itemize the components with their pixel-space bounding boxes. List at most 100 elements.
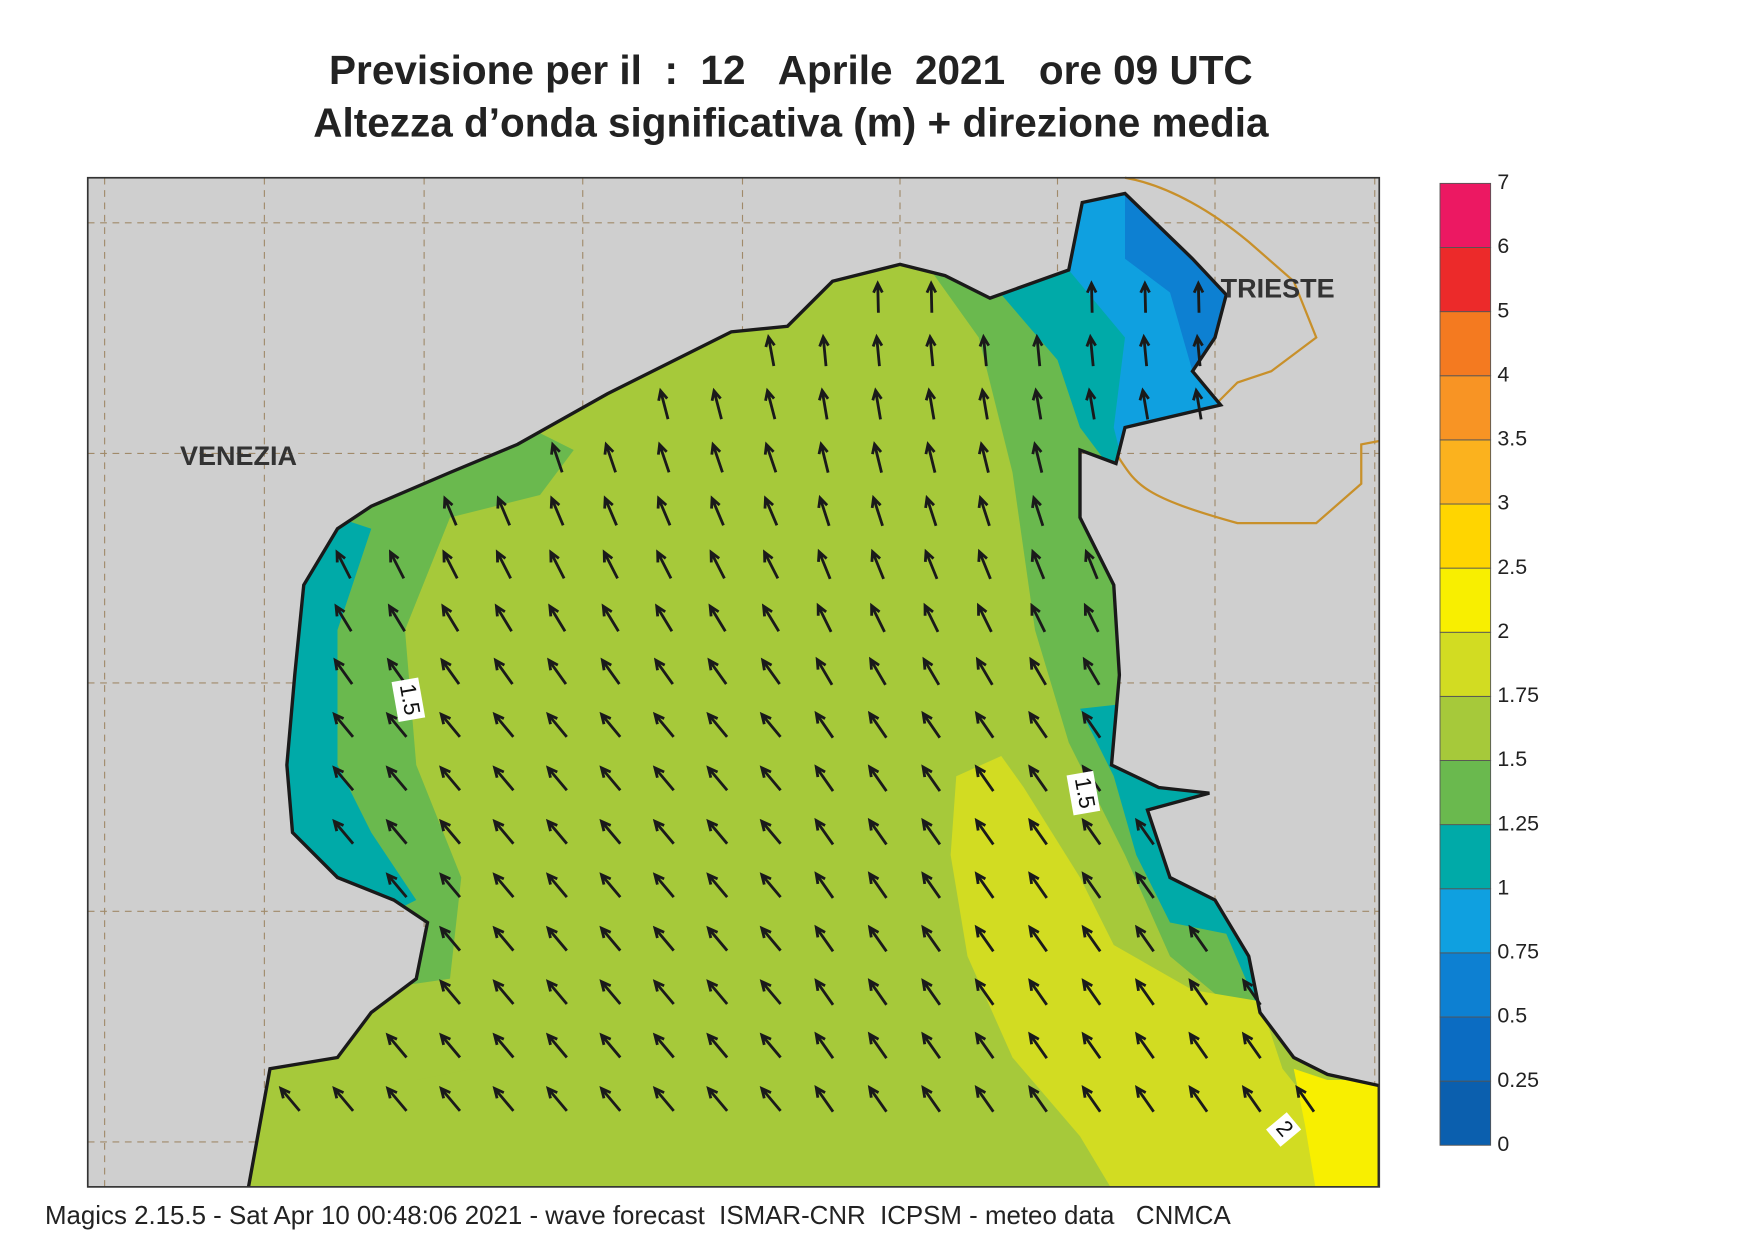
arrow bbox=[385, 872, 408, 899]
arrow bbox=[656, 441, 671, 473]
arrow bbox=[921, 924, 942, 953]
arrow bbox=[601, 603, 620, 632]
arrow bbox=[977, 441, 990, 473]
arrow bbox=[495, 549, 512, 579]
arrow bbox=[814, 924, 835, 953]
border bbox=[1112, 176, 1380, 525]
arrow bbox=[869, 656, 887, 686]
arrow bbox=[1135, 1085, 1155, 1113]
arrow bbox=[335, 549, 352, 579]
contour-label: 1.5 bbox=[1070, 775, 1100, 810]
arrow bbox=[1031, 441, 1044, 473]
arrow bbox=[1135, 978, 1155, 1006]
arrow bbox=[923, 602, 940, 633]
arrow bbox=[974, 978, 995, 1006]
colorbar-box bbox=[1439, 567, 1492, 633]
colorbar-tick-label: 1.25 bbox=[1497, 811, 1539, 835]
arrow bbox=[921, 1031, 942, 1060]
arrow bbox=[1028, 764, 1048, 792]
footer: Magics 2.15.5 - Sat Apr 10 00:48:06 2021… bbox=[45, 1202, 1231, 1230]
arrow bbox=[921, 1085, 942, 1113]
arrow bbox=[814, 1085, 835, 1113]
arrow bbox=[1241, 1085, 1262, 1113]
arrow bbox=[974, 924, 995, 953]
arrow bbox=[1192, 280, 1205, 313]
arrow bbox=[814, 871, 835, 899]
arrow bbox=[871, 333, 884, 367]
arrow bbox=[924, 441, 937, 473]
arrow bbox=[652, 925, 675, 952]
arrow bbox=[545, 925, 568, 952]
colorbar-tick-label: 3 bbox=[1497, 491, 1509, 515]
arrow bbox=[334, 603, 353, 632]
arrow bbox=[1139, 280, 1151, 313]
arrow bbox=[707, 657, 728, 685]
arrow bbox=[1086, 280, 1098, 313]
arrow bbox=[1081, 871, 1102, 899]
arrow bbox=[1188, 1031, 1209, 1060]
arrow bbox=[974, 871, 995, 899]
arrow bbox=[974, 1085, 995, 1113]
arrow bbox=[923, 548, 939, 580]
colorbar-tick-label: 1 bbox=[1497, 875, 1509, 899]
arrow bbox=[1028, 1031, 1048, 1060]
arrow bbox=[1135, 817, 1155, 846]
colorbar-tick-label: 5 bbox=[1497, 298, 1509, 322]
arrow bbox=[867, 1085, 888, 1113]
arrow bbox=[388, 549, 406, 579]
arrow bbox=[652, 711, 675, 738]
arrow bbox=[922, 656, 941, 686]
arrow bbox=[925, 280, 938, 313]
colorbar: 0 0.25 0.5 0.75 1 1.25 1.5 1.75 2 2.5 3 3.5 4 5 6 7 bbox=[1439, 170, 1539, 1156]
arrow bbox=[492, 979, 515, 1005]
colorbar-box bbox=[1439, 375, 1492, 441]
colorbar-tick-label: 0.75 bbox=[1497, 940, 1539, 964]
arrow bbox=[706, 765, 729, 792]
arrow bbox=[545, 765, 568, 792]
arrow bbox=[657, 387, 670, 420]
colorbar-box bbox=[1439, 439, 1492, 505]
colorbar-box bbox=[1439, 182, 1492, 248]
zone bbox=[1293, 1068, 1380, 1187]
arrow bbox=[706, 979, 729, 1005]
arrow bbox=[545, 818, 568, 845]
arrow bbox=[600, 657, 621, 685]
arrow bbox=[1083, 602, 1100, 633]
arrow bbox=[974, 817, 995, 846]
arrow bbox=[387, 603, 406, 632]
arrow bbox=[974, 764, 995, 792]
arrow bbox=[818, 333, 830, 367]
arrow bbox=[492, 818, 515, 845]
arrow bbox=[439, 872, 462, 899]
arrow bbox=[867, 1031, 888, 1060]
arrow bbox=[656, 549, 673, 579]
colorbar-tick-label: 0.5 bbox=[1497, 1004, 1527, 1028]
arrow bbox=[706, 1032, 729, 1059]
arrow bbox=[385, 711, 408, 738]
arrow bbox=[333, 657, 354, 685]
arrow bbox=[1139, 333, 1151, 367]
arrow bbox=[817, 548, 832, 580]
arrow bbox=[1135, 924, 1155, 953]
arrow bbox=[817, 441, 830, 473]
arrow bbox=[492, 872, 515, 899]
arrow bbox=[759, 1032, 782, 1059]
arrow bbox=[975, 656, 994, 686]
arrow bbox=[760, 657, 781, 685]
arrow bbox=[1188, 978, 1209, 1006]
arrow bbox=[815, 656, 834, 686]
arrow bbox=[386, 657, 407, 685]
arrow bbox=[278, 1086, 301, 1112]
colorbar-tick-label: 0 bbox=[1497, 1132, 1509, 1156]
arrow bbox=[709, 549, 726, 579]
arrow bbox=[385, 1086, 408, 1112]
arrow bbox=[332, 818, 355, 845]
arrow bbox=[1081, 817, 1102, 846]
arrow bbox=[1241, 1031, 1262, 1060]
arrow bbox=[867, 817, 888, 846]
coastline bbox=[246, 191, 1380, 1187]
title-line: Previsione per il : 12 Aprile 2021 ore 0… bbox=[329, 47, 1253, 93]
arrow bbox=[1031, 494, 1045, 527]
arrow bbox=[332, 765, 355, 792]
